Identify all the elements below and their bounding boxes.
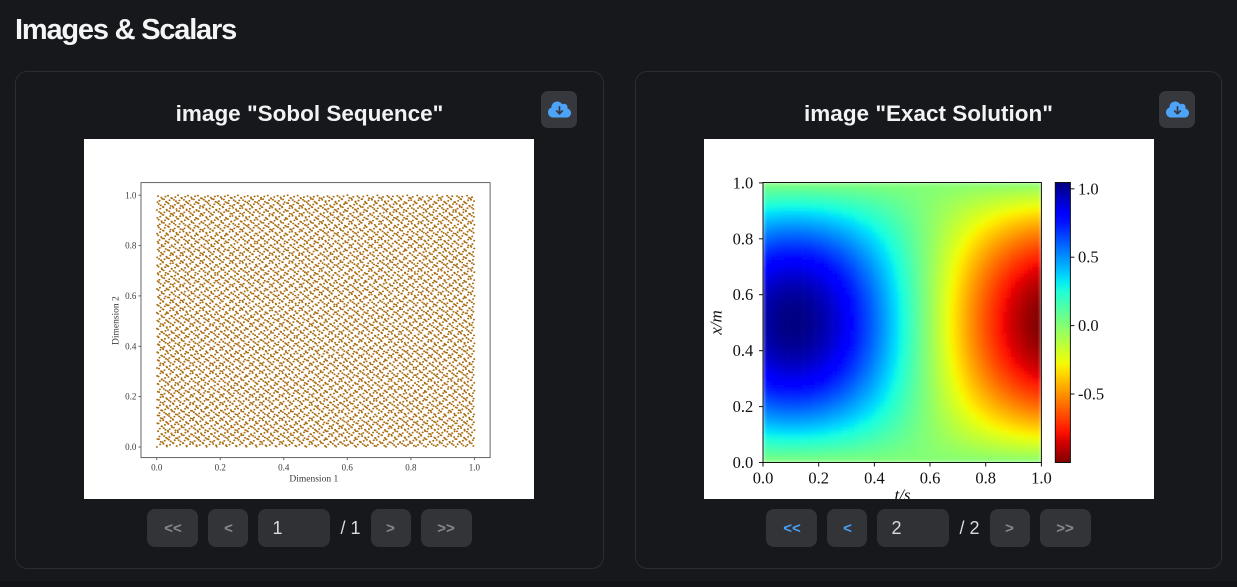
svg-text:0.6: 0.6 <box>733 285 754 304</box>
svg-text:0.0: 0.0 <box>125 442 137 452</box>
svg-text:0.6: 0.6 <box>342 463 354 473</box>
svg-text:-0.5: -0.5 <box>1078 385 1104 404</box>
svg-text:0.4: 0.4 <box>864 469 885 488</box>
svg-text:0.5: 0.5 <box>1078 248 1099 267</box>
svg-text:1.0: 1.0 <box>1031 469 1052 488</box>
svg-text:Dimension 1: Dimension 1 <box>289 474 338 484</box>
svg-text:0.2: 0.2 <box>125 392 136 402</box>
svg-text:0.8: 0.8 <box>405 463 417 473</box>
svg-text:1.0: 1.0 <box>125 190 137 200</box>
svg-text:0.0: 0.0 <box>753 469 774 488</box>
svg-text:1.0: 1.0 <box>733 173 754 192</box>
svg-text:0.6: 0.6 <box>125 291 137 301</box>
svg-text:0.4: 0.4 <box>733 341 754 360</box>
svg-text:t/s: t/s <box>894 486 910 500</box>
svg-text:0.2: 0.2 <box>808 469 829 488</box>
svg-text:0.0: 0.0 <box>733 453 754 472</box>
svg-text:0.6: 0.6 <box>920 469 941 488</box>
svg-text:Dimension 2: Dimension 2 <box>111 296 121 345</box>
svg-text:0.8: 0.8 <box>733 229 754 248</box>
svg-text:0.0: 0.0 <box>1078 316 1099 335</box>
svg-text:1.0: 1.0 <box>1078 179 1099 198</box>
svg-text:0.0: 0.0 <box>151 463 163 473</box>
svg-text:0.2: 0.2 <box>215 463 226 473</box>
svg-text:1.0: 1.0 <box>469 463 481 473</box>
svg-text:0.4: 0.4 <box>125 341 137 351</box>
svg-text:0.8: 0.8 <box>975 469 996 488</box>
svg-text:0.2: 0.2 <box>733 397 754 416</box>
svg-text:x/m: x/m <box>707 310 726 336</box>
svg-text:0.4: 0.4 <box>278 463 290 473</box>
svg-text:0.8: 0.8 <box>125 241 137 251</box>
